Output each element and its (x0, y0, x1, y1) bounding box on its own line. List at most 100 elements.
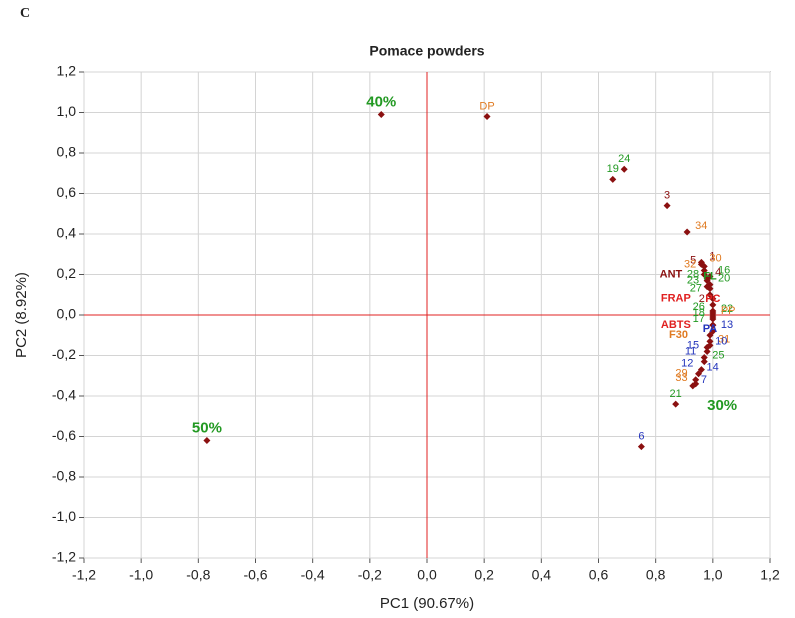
point (706, 285, 714, 293)
point-label: 20 (718, 273, 730, 285)
y-tick-label: -1,2 (52, 549, 76, 565)
point (706, 331, 714, 339)
point-label: 2 (699, 293, 705, 305)
point (700, 354, 708, 362)
point (683, 228, 691, 236)
point (609, 175, 617, 183)
point-label: 16 (718, 264, 730, 276)
point-label: 1 (709, 250, 715, 262)
point-label: 29 (675, 368, 687, 380)
y-tick-label: 1,0 (57, 103, 77, 119)
point-label: 19 (607, 163, 619, 175)
point (692, 380, 700, 388)
y-tick-label: 1,2 (57, 63, 77, 79)
point-label: DP (479, 100, 494, 112)
x-tick-label: -0,8 (186, 567, 210, 583)
point (709, 321, 717, 329)
x-tick-label: 0,8 (646, 567, 666, 583)
point (692, 376, 700, 384)
y-tick-label: 0,2 (57, 265, 77, 281)
point (706, 337, 714, 345)
point-label: 40% (366, 93, 396, 110)
y-tick-label: 0,4 (57, 225, 77, 241)
point (620, 165, 628, 173)
x-tick-label: 0,6 (589, 567, 609, 583)
point-label: 31 (718, 333, 730, 345)
y-tick-label: 0,6 (57, 184, 77, 200)
x-tick-label: 1,0 (703, 567, 723, 583)
point-label: 11 (685, 345, 696, 357)
y-tick-label: -0,8 (52, 468, 76, 484)
point (203, 437, 211, 445)
point-label: 12 (681, 358, 693, 370)
point (672, 400, 680, 408)
point (663, 202, 671, 210)
point-label: ANT (660, 268, 683, 280)
point-label: 10 (715, 335, 727, 347)
x-tick-label: 1,2 (760, 567, 780, 583)
point-label: 17 (693, 313, 705, 325)
point-label: 14 (707, 362, 719, 374)
point-label: 22 (721, 303, 733, 315)
x-tick-label: -0,4 (301, 567, 325, 583)
point (709, 301, 717, 309)
y-tick-label: -0,6 (52, 427, 76, 443)
point-label: FRAP (661, 293, 691, 305)
y-tick-label: -0,2 (52, 346, 76, 362)
point (637, 443, 645, 451)
point-label: 23 (687, 275, 699, 287)
x-tick-label: 0,4 (532, 567, 552, 583)
y-tick-label: 0,8 (57, 144, 77, 160)
x-tick-label: -1,0 (129, 567, 153, 583)
point-label: 24 (618, 153, 630, 165)
point-label: PC (705, 293, 720, 305)
point-label: 18 (693, 307, 705, 319)
point-label: FL (703, 271, 717, 283)
point (709, 313, 717, 321)
x-tick-label: 0,0 (417, 567, 437, 583)
y-tick-label: -0,4 (52, 387, 76, 403)
point (703, 343, 711, 351)
point-label: 21 (670, 388, 682, 400)
x-tick-label: 0,2 (474, 567, 494, 583)
y-tick-label: -1,0 (52, 508, 76, 524)
point-label: 15 (687, 339, 699, 351)
point-label: 6 (638, 431, 644, 443)
annotation: 30% (707, 397, 737, 414)
x-tick-label: -1,2 (72, 567, 96, 583)
point-label: ABTS (661, 319, 691, 331)
x-tick-label: -0,6 (243, 567, 267, 583)
point-label: 33 (675, 372, 687, 384)
point-label: 4 (715, 266, 721, 278)
x-axis-label: PC1 (90.67%) (380, 595, 474, 612)
point-label: 13 (721, 319, 733, 331)
point (695, 370, 703, 378)
point-label: 27 (690, 283, 702, 295)
point-label: 25 (712, 349, 724, 361)
y-axis-label: PC2 (8.92%) (13, 272, 30, 358)
point-label: PA (703, 323, 718, 335)
point-label: 30 (709, 252, 721, 264)
point (697, 260, 705, 268)
y-tick-label: 0,0 (57, 306, 77, 322)
point-label: 3 (664, 190, 670, 202)
chart-title: Pomace powders (369, 43, 484, 59)
point (709, 295, 717, 303)
point (377, 111, 385, 119)
point-label: 32 (684, 258, 696, 270)
panel-letter: C (20, 6, 30, 21)
point (703, 347, 711, 355)
point (700, 358, 708, 366)
point-label: 34 (695, 220, 707, 232)
point-label: 26 (693, 301, 705, 313)
x-tick-label: -0,2 (358, 567, 382, 583)
point-label: 28 (687, 268, 699, 280)
point-label: F30 (669, 329, 688, 341)
point-label: 7 (701, 374, 707, 386)
point-label: PP (721, 305, 736, 317)
point-label: 5 (690, 254, 696, 266)
point (700, 266, 708, 274)
point-label: 50% (192, 420, 222, 437)
point (483, 113, 491, 121)
